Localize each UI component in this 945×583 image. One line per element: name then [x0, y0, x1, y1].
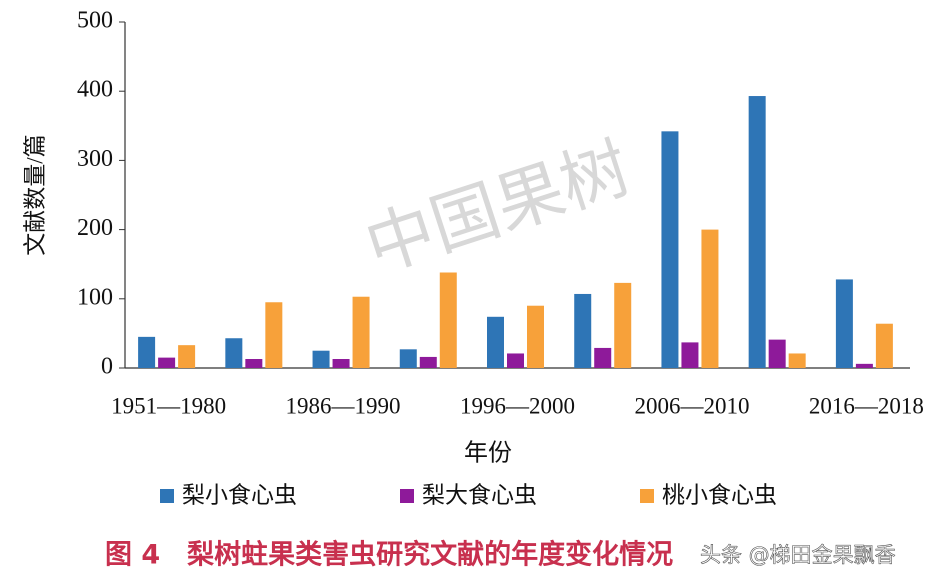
caption: 图 4 梨树蛀果类害虫研究文献的年度变化情况 [105, 539, 673, 571]
bar [661, 131, 679, 368]
bar [138, 336, 156, 368]
bar [399, 349, 417, 368]
y-tick-label: 500 [77, 8, 113, 34]
bar [768, 339, 786, 368]
legend-swatch [640, 489, 654, 503]
bar [527, 305, 544, 368]
bar [487, 316, 504, 368]
legend-label: 桃小食心虫 [662, 482, 777, 507]
x-tick-label: 1986—1990 [286, 393, 401, 418]
x-tick-label: 2006—2010 [634, 393, 749, 418]
x-tick-label: 1951—1980 [111, 393, 226, 418]
y-tick-label: 200 [77, 215, 113, 241]
legend-swatch [400, 489, 414, 503]
bar [701, 229, 719, 368]
bar [835, 279, 853, 368]
bar [419, 356, 437, 368]
credit: 头条 @梯田金果飘香 [700, 543, 896, 567]
x-tick-label: 2016—2018 [809, 393, 924, 418]
bar [788, 353, 806, 368]
bar [748, 96, 766, 368]
y-axis-label: 文献数量/篇 [22, 134, 47, 255]
bar [178, 345, 196, 368]
bar [507, 353, 524, 368]
y-tick-label: 0 [101, 354, 113, 380]
bar [614, 282, 632, 368]
legend-label: 梨大食心虫 [422, 482, 537, 507]
bar [574, 293, 592, 368]
bar [594, 347, 612, 368]
watermark: 中国果树 [357, 130, 639, 286]
bar [158, 357, 176, 368]
bar [245, 359, 263, 368]
bar [225, 338, 243, 368]
bar [332, 359, 350, 368]
legend: 梨小食心虫 梨大食心虫 桃小食心虫 [160, 482, 777, 507]
legend-swatch [160, 489, 174, 503]
bar [875, 323, 893, 368]
x-tick-label: 1996—2000 [460, 393, 575, 418]
bar [439, 272, 457, 368]
y-tick-label: 100 [77, 284, 113, 310]
y-tick-label: 400 [77, 77, 113, 103]
y-tick-label: 300 [77, 146, 113, 172]
bar [681, 342, 699, 368]
bar [265, 302, 283, 368]
legend-label: 梨小食心虫 [182, 482, 297, 507]
bar [855, 363, 873, 368]
bar [312, 350, 330, 368]
x-axis-label: 年份 [464, 440, 512, 467]
bar [352, 296, 370, 368]
